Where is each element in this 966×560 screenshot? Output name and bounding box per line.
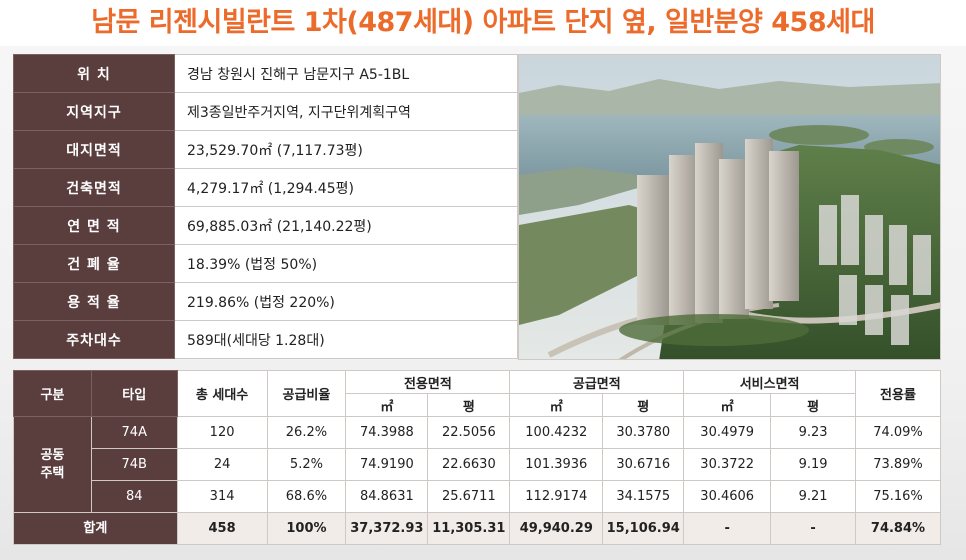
excl-py-cell: 22.6630	[427, 448, 511, 481]
total-svc-py: -	[770, 512, 856, 545]
unit-m2: ㎡	[683, 393, 772, 417]
total-excl-m2: 37,372.93	[345, 512, 429, 545]
info-label: 용 적 율	[13, 282, 175, 321]
total-excl-py: 11,305.31	[427, 512, 511, 545]
total-sup-py: 15,106.94	[602, 512, 685, 545]
sup-py-cell: 30.6716	[602, 448, 685, 481]
svc-py-cell: 9.19	[770, 448, 856, 481]
info-row: 용 적 율 219.86% (법정 220%)	[13, 282, 518, 321]
sup-py-cell: 30.3780	[602, 416, 685, 449]
info-label: 연 면 적	[13, 206, 175, 245]
header-row: 구분 타입 총 세대수 공급비율 전용면적 공급면적 서비스면적 전용률	[13, 370, 942, 417]
aerial-rendering-image	[518, 54, 941, 360]
header-supply-area: 공급면적	[509, 370, 685, 394]
site-info-table: 위 치 경남 창원시 진해구 남문지구 A5-1BL 지역지구 제3종일반주거지역,…	[13, 54, 518, 359]
info-value: 경남 창원시 진해구 남문지구 A5-1BL	[174, 54, 518, 93]
svc-m2-cell: 30.3722	[683, 448, 772, 481]
sup-py-cell: 34.1575	[602, 480, 685, 513]
type-cell: 74A	[90, 416, 178, 449]
header-type: 타입	[90, 370, 178, 417]
households-cell: 24	[176, 448, 268, 481]
info-value: 제3종일반주거지역, 지구단위계획구역	[174, 92, 518, 131]
info-value: 589대(세대당 1.28대)	[174, 320, 518, 359]
unit-m2: ㎡	[345, 393, 429, 417]
sup-m2-cell: 100.4232	[509, 416, 604, 449]
ratio-cell: 68.6%	[266, 480, 347, 513]
info-value: 23,529.70㎡ (7,117.73평)	[174, 130, 518, 169]
eff-cell: 74.09%	[854, 416, 942, 449]
category-cell: 공동 주택	[13, 416, 92, 513]
unit-pyeong: 평	[427, 393, 511, 417]
header-service-area: 서비스면적	[683, 370, 856, 394]
total-label: 합계	[13, 512, 178, 545]
total-eff: 74.84%	[854, 512, 942, 545]
info-label: 건 폐 율	[13, 244, 175, 283]
header-exclusive-area: 전용면적	[345, 370, 511, 394]
header-category: 구분	[13, 370, 92, 417]
info-label: 주차대수	[13, 320, 175, 359]
page-title: 남문 리젠시빌란트 1차(487세대) 아파트 단지 옆, 일반분양 458세대	[91, 7, 875, 38]
info-row: 건 폐 율 18.39% (법정 50%)	[13, 244, 518, 283]
info-row: 연 면 적 69,885.03㎡ (21,140.22평)	[13, 206, 518, 245]
info-row: 건축면적 4,279.17㎡ (1,294.45평)	[13, 168, 518, 207]
category-label: 공동 주택	[40, 447, 65, 481]
unit-pyeong: 평	[602, 393, 685, 417]
header-ratio: 공급비율	[266, 370, 347, 417]
svc-py-cell: 9.21	[770, 480, 856, 513]
total-ratio: 100%	[266, 512, 347, 545]
info-label: 지역지구	[13, 92, 175, 131]
table-row: 공동 주택 74A 120 26.2% 74.3988 22.5056 100.…	[13, 416, 942, 513]
svc-m2-cell: 30.4606	[683, 480, 772, 513]
tower-building	[695, 143, 723, 323]
unit-supply-table: 구분 타입 총 세대수 공급비율 전용면적 공급면적 서비스면적 전용률 ㎡ 평…	[13, 370, 942, 545]
ratio-cell: 26.2%	[266, 416, 347, 449]
ratio-cell: 5.2%	[266, 448, 347, 481]
households-cell: 120	[176, 416, 268, 449]
sup-m2-cell: 101.3936	[509, 448, 604, 481]
sup-m2-cell: 112.9174	[509, 480, 604, 513]
distant-mountains	[519, 79, 940, 125]
total-households: 458	[176, 512, 268, 545]
info-value: 219.86% (법정 220%)	[174, 282, 518, 321]
info-row: 위 치 경남 창원시 진해구 남문지구 A5-1BL	[13, 54, 518, 93]
info-label: 위 치	[13, 54, 175, 93]
total-svc-m2: -	[683, 512, 772, 545]
tower-building	[719, 159, 749, 319]
table-row: 84 314 68.6% 84.8631 25.6711 112.9174 34…	[14, 480, 942, 513]
excl-py-cell: 22.5056	[427, 416, 511, 449]
eff-cell: 75.16%	[854, 480, 942, 513]
tower-building	[637, 175, 669, 325]
excl-m2-cell: 74.9190	[345, 448, 429, 481]
header-unit-row: ㎡ 평 ㎡ 평 ㎡ 평	[14, 393, 941, 417]
tower-building	[745, 139, 773, 309]
excl-py-cell: 25.6711	[427, 480, 511, 513]
info-row: 주차대수 589대(세대당 1.28대)	[13, 320, 518, 359]
households-cell: 314	[176, 480, 268, 513]
tower-building	[769, 151, 799, 301]
table-row: 74B 24 5.2% 74.9190 22.6630 101.3936 30.…	[14, 448, 942, 481]
total-sup-m2: 49,940.29	[509, 512, 604, 545]
excl-m2-cell: 84.8631	[345, 480, 429, 513]
svc-py-cell: 9.23	[770, 416, 856, 449]
svc-m2-cell: 30.4979	[683, 416, 772, 449]
info-value: 18.39% (법정 50%)	[174, 244, 518, 283]
header-households: 총 세대수	[176, 370, 268, 417]
unit-m2: ㎡	[509, 393, 604, 417]
tower-building	[669, 155, 699, 325]
type-cell: 74B	[90, 448, 178, 481]
header-efficiency: 전용률	[854, 370, 942, 417]
excl-m2-cell: 74.3988	[345, 416, 429, 449]
info-row: 지역지구 제3종일반주거지역, 지구단위계획구역	[13, 92, 518, 131]
total-row: 합계 458 100% 37,372.93 11,305.31 49,940.2…	[13, 512, 942, 545]
info-row: 대지면적 23,529.70㎡ (7,117.73평)	[13, 130, 518, 169]
info-label: 건축면적	[13, 168, 175, 207]
info-value: 69,885.03㎡ (21,140.22평)	[174, 206, 518, 245]
eff-cell: 73.89%	[854, 448, 942, 481]
type-cell: 84	[90, 480, 178, 513]
unit-pyeong: 평	[770, 393, 856, 417]
info-label: 대지면적	[13, 130, 175, 169]
info-value: 4,279.17㎡ (1,294.45평)	[174, 168, 518, 207]
